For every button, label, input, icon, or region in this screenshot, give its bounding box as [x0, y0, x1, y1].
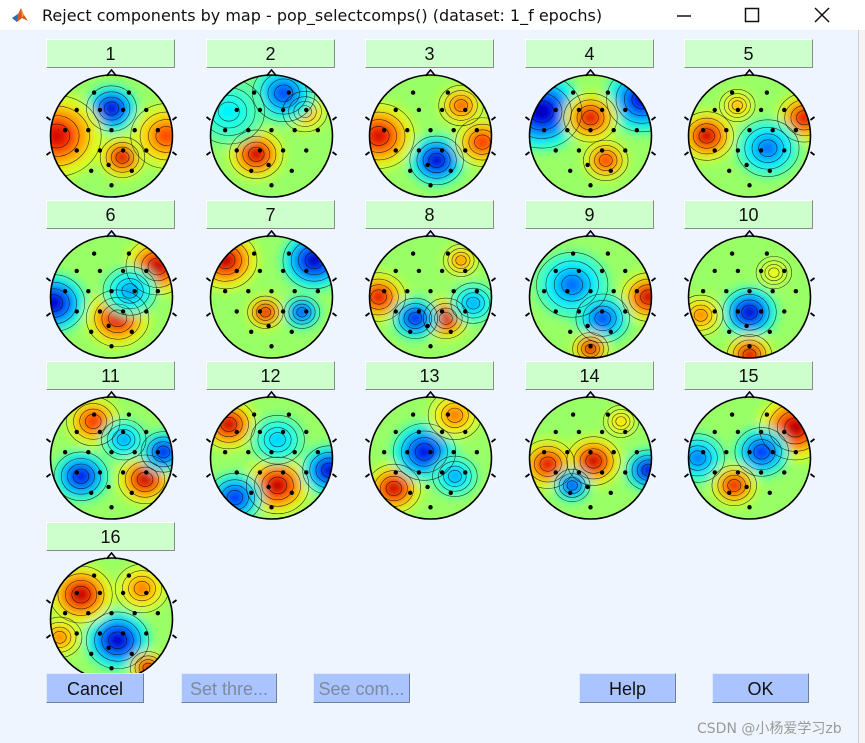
close-icon — [814, 7, 830, 23]
component-button-6[interactable]: 6 — [46, 200, 175, 229]
component-button-1[interactable]: 1 — [46, 39, 175, 68]
component-13: 13 — [365, 361, 496, 521]
component-5: 5 — [684, 39, 815, 199]
component-1: 1 — [46, 39, 177, 199]
component-button-10[interactable]: 10 — [684, 200, 813, 229]
scalp-map-1[interactable] — [46, 69, 177, 199]
component-button-7[interactable]: 7 — [206, 200, 335, 229]
component-11: 11 — [46, 361, 177, 521]
scalp-map-11[interactable] — [46, 391, 177, 521]
component-6: 6 — [46, 200, 177, 360]
component-button-14[interactable]: 14 — [525, 361, 654, 390]
component-9: 9 — [525, 200, 656, 360]
component-7: 7 — [206, 200, 337, 360]
component-3: 3 — [365, 39, 496, 199]
maximize-icon — [744, 7, 760, 23]
watermark: CSDN @小杨爱学习zb — [697, 721, 842, 737]
scalp-map-9[interactable] — [525, 230, 656, 360]
background-window-edge — [858, 30, 865, 743]
component-button-3[interactable]: 3 — [365, 39, 494, 68]
component-4: 4 — [525, 39, 656, 199]
see-comp-button[interactable]: See com... — [313, 673, 410, 703]
scalp-map-15[interactable] — [684, 391, 815, 521]
close-button[interactable] — [800, 2, 844, 28]
maximize-button[interactable] — [730, 2, 774, 28]
scalp-map-12[interactable] — [206, 391, 337, 521]
scalp-map-16[interactable] — [46, 552, 177, 682]
window-title: Reject components by map - pop_selectcom… — [42, 6, 603, 25]
component-button-15[interactable]: 15 — [684, 361, 813, 390]
set-threshold-button[interactable]: Set thre... — [181, 673, 277, 703]
scalp-map-4[interactable] — [525, 69, 656, 199]
scalp-map-5[interactable] — [684, 69, 815, 199]
component-button-16[interactable]: 16 — [46, 522, 175, 551]
component-2: 2 — [206, 39, 337, 199]
scalp-map-6[interactable] — [46, 230, 177, 360]
scalp-map-8[interactable] — [365, 230, 496, 360]
component-button-2[interactable]: 2 — [206, 39, 335, 68]
scalp-map-3[interactable] — [365, 69, 496, 199]
component-8: 8 — [365, 200, 496, 360]
component-button-12[interactable]: 12 — [206, 361, 335, 390]
component-15: 15 — [684, 361, 815, 521]
scalp-map-13[interactable] — [365, 391, 496, 521]
component-14: 14 — [525, 361, 656, 521]
component-button-4[interactable]: 4 — [525, 39, 654, 68]
component-button-11[interactable]: 11 — [46, 361, 175, 390]
minimize-icon — [677, 15, 691, 17]
component-10: 10 — [684, 200, 815, 360]
scalp-map-2[interactable] — [206, 69, 337, 199]
component-12: 12 — [206, 361, 337, 521]
component-button-13[interactable]: 13 — [365, 361, 494, 390]
cancel-button[interactable]: Cancel — [46, 673, 144, 703]
component-16: 16 — [46, 522, 177, 682]
scalp-map-14[interactable] — [525, 391, 656, 521]
ok-button[interactable]: OK — [712, 673, 809, 703]
component-button-8[interactable]: 8 — [365, 200, 494, 229]
component-button-5[interactable]: 5 — [684, 39, 813, 68]
scalp-map-7[interactable] — [206, 230, 337, 360]
component-button-9[interactable]: 9 — [525, 200, 654, 229]
title-bar: Reject components by map - pop_selectcom… — [0, 0, 865, 31]
scalp-map-10[interactable] — [684, 230, 815, 360]
help-button[interactable]: Help — [579, 673, 676, 703]
minimize-button[interactable] — [662, 2, 706, 28]
matlab-icon — [11, 6, 29, 24]
